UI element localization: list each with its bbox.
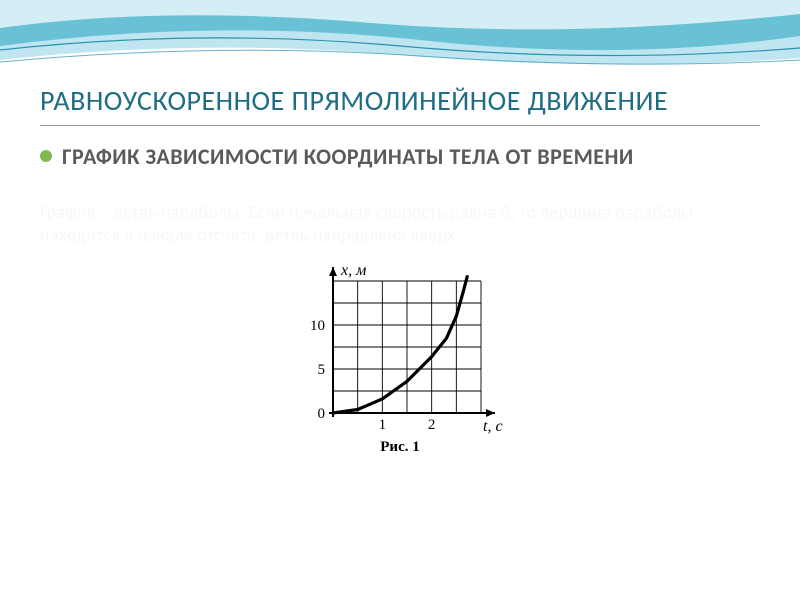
slide-title: РАВНОУСКОРЕННОЕ ПРЯМОЛИНЕЙНОЕ ДВИЖЕНИЕ xyxy=(40,85,760,117)
svg-text:0: 0 xyxy=(318,406,326,422)
bullet-text: ГРАФИК ЗАВИСИМОСТИ КООРДИНАТЫ ТЕЛА ОТ ВР… xyxy=(62,144,634,170)
svg-text:5: 5 xyxy=(318,362,326,378)
chart-container: 1 2 5 10 0 x, м t, с Рис. 1 xyxy=(40,257,760,457)
bullet-dot-icon xyxy=(40,150,52,162)
position-time-chart: 1 2 5 10 0 x, м t, с Рис. 1 xyxy=(285,257,515,457)
faint-paragraph: График – ветвь параболы. Если начальная … xyxy=(40,201,760,248)
slide-content: РАВНОУСКОРЕННОЕ ПРЯМОЛИНЕЙНОЕ ДВИЖЕНИЕ Г… xyxy=(0,0,800,457)
svg-text:1: 1 xyxy=(379,417,387,433)
bullet-item: ГРАФИК ЗАВИСИМОСТИ КООРДИНАТЫ ТЕЛА ОТ ВР… xyxy=(40,144,760,170)
svg-text:2: 2 xyxy=(428,417,436,433)
svg-text:10: 10 xyxy=(310,318,325,334)
svg-text:t, с: t, с xyxy=(483,418,503,435)
svg-text:Рис. 1: Рис. 1 xyxy=(380,439,419,455)
title-underline xyxy=(40,125,760,126)
svg-text:x, м: x, м xyxy=(340,262,366,279)
